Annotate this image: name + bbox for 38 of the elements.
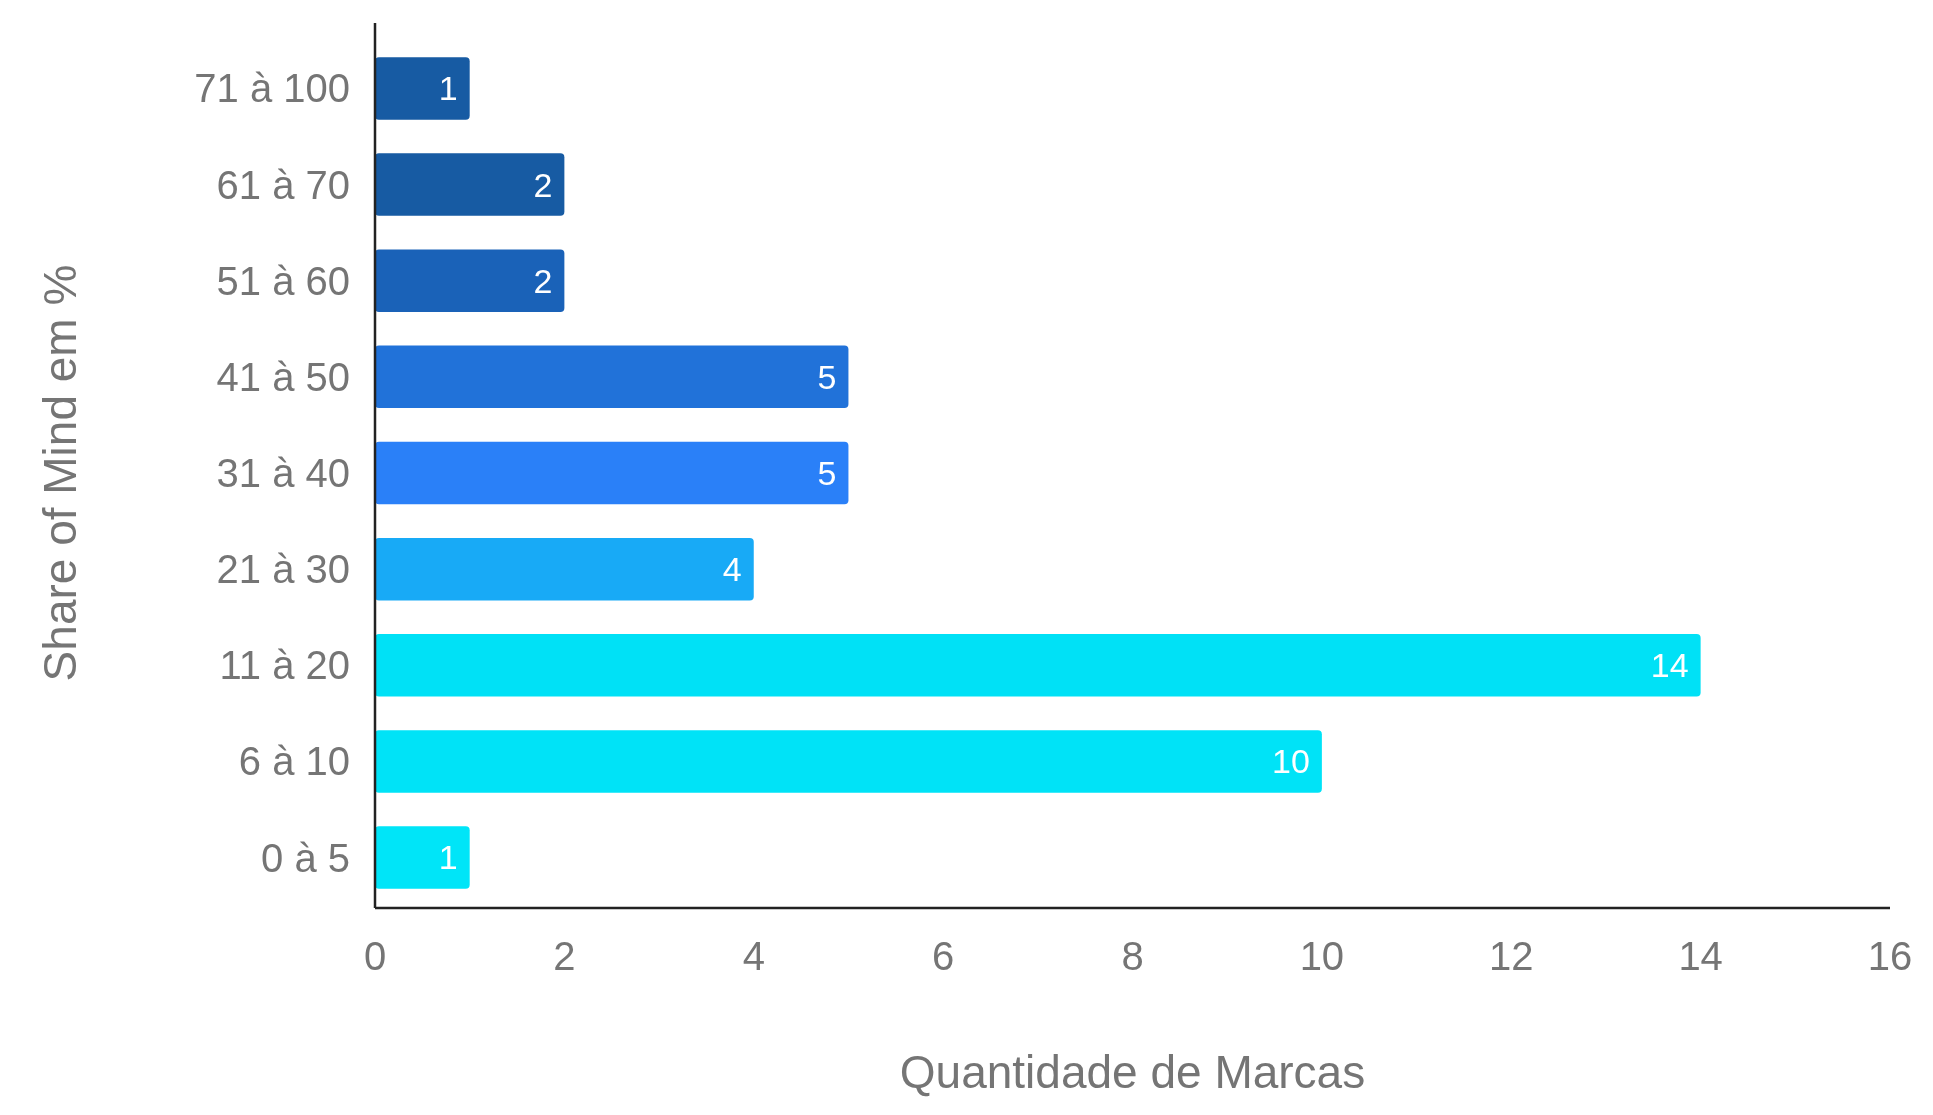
y-axis-title: Share of Mind em % <box>34 264 86 682</box>
data-label: 14 <box>1650 646 1689 685</box>
data-label: 1 <box>438 838 458 877</box>
y-tick-label: 21 à 30 <box>216 547 350 592</box>
bar <box>375 634 1701 697</box>
x-tick-label: 8 <box>1121 934 1144 978</box>
y-tick-label: 71 à 100 <box>194 66 350 111</box>
data-label: 2 <box>533 261 553 300</box>
bar <box>375 730 1322 793</box>
data-label: 5 <box>817 357 837 396</box>
y-tick-label: 31 à 40 <box>216 451 350 495</box>
x-tick-label: 16 <box>1867 934 1913 978</box>
y-tick-label: 11 à 20 <box>219 643 350 688</box>
x-tick-label: 2 <box>553 934 576 978</box>
x-tick-label: 14 <box>1678 934 1723 978</box>
x-tick-label: 0 <box>363 934 387 978</box>
y-tick-label: 6 à 10 <box>238 739 350 784</box>
data-label: 2 <box>533 165 553 204</box>
bar <box>375 57 470 120</box>
data-label: 4 <box>722 550 742 589</box>
bar <box>375 153 565 216</box>
y-tick-label: 41 à 50 <box>216 354 350 399</box>
x-tick-label: 6 <box>932 934 955 978</box>
y-tick-label: 51 à 60 <box>216 258 350 303</box>
bar <box>375 249 565 312</box>
bar <box>375 441 849 505</box>
y-tick-label: 61 à 70 <box>216 162 350 207</box>
x-tick-label: 12 <box>1489 934 1534 978</box>
data-label: 10 <box>1272 742 1310 781</box>
bar <box>375 537 754 601</box>
x-tick-label: 4 <box>742 934 765 978</box>
data-label: 1 <box>438 69 458 108</box>
bar <box>375 345 849 409</box>
data-label: 5 <box>817 453 837 492</box>
x-axis-title: Quantidade de Marcas <box>899 1046 1366 1098</box>
bar <box>375 826 470 889</box>
y-tick-label: 0 à 5 <box>261 835 350 880</box>
x-tick-label: 10 <box>1299 934 1345 978</box>
